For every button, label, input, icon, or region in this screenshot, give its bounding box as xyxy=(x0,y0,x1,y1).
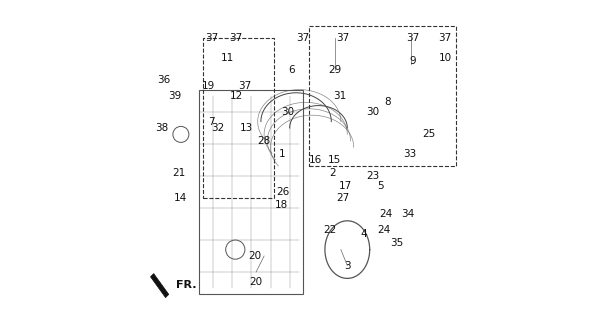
Bar xyxy=(309,26,456,166)
Text: 6: 6 xyxy=(288,65,295,76)
Text: 24: 24 xyxy=(379,209,392,220)
Text: 22: 22 xyxy=(323,225,336,236)
Text: 15: 15 xyxy=(328,155,341,165)
Text: 39: 39 xyxy=(168,91,181,101)
Text: 23: 23 xyxy=(366,171,379,181)
Text: 28: 28 xyxy=(258,136,270,146)
Text: 11: 11 xyxy=(221,52,234,63)
Text: 14: 14 xyxy=(174,193,188,204)
Text: 4: 4 xyxy=(360,228,367,239)
Text: 12: 12 xyxy=(231,91,244,101)
Text: 38: 38 xyxy=(155,123,168,133)
Text: 37: 37 xyxy=(238,81,252,92)
Text: 1: 1 xyxy=(278,148,285,159)
Text: 9: 9 xyxy=(410,56,416,66)
Text: 29: 29 xyxy=(328,65,341,76)
Text: 30: 30 xyxy=(281,107,295,117)
Polygon shape xyxy=(151,274,169,298)
Text: 31: 31 xyxy=(333,91,346,101)
Text: 37: 37 xyxy=(407,33,419,44)
Text: 36: 36 xyxy=(157,75,170,85)
Text: 27: 27 xyxy=(336,193,349,204)
Bar xyxy=(203,38,273,198)
Text: 37: 37 xyxy=(296,33,309,44)
Text: 34: 34 xyxy=(402,209,414,220)
Text: 37: 37 xyxy=(229,33,242,44)
Text: 20: 20 xyxy=(249,276,263,287)
Text: 32: 32 xyxy=(211,123,224,133)
Text: 24: 24 xyxy=(378,225,391,236)
Text: 10: 10 xyxy=(439,52,451,63)
Text: 37: 37 xyxy=(438,33,451,44)
Text: 26: 26 xyxy=(276,187,290,197)
Text: 19: 19 xyxy=(201,81,215,92)
Text: 20: 20 xyxy=(248,251,261,261)
Text: 18: 18 xyxy=(275,200,289,210)
Text: FR.: FR. xyxy=(176,280,197,290)
Text: 37: 37 xyxy=(336,33,349,44)
Text: 17: 17 xyxy=(339,180,352,191)
Text: 7: 7 xyxy=(208,116,215,127)
Text: 30: 30 xyxy=(367,107,379,117)
Text: 3: 3 xyxy=(344,260,351,271)
Text: 35: 35 xyxy=(390,238,404,248)
Text: 2: 2 xyxy=(330,168,336,178)
Text: 21: 21 xyxy=(172,168,186,178)
Text: 33: 33 xyxy=(403,148,416,159)
Text: 37: 37 xyxy=(204,33,218,44)
Text: 5: 5 xyxy=(378,180,384,191)
Text: 8: 8 xyxy=(384,97,391,108)
Text: 25: 25 xyxy=(422,129,436,140)
Text: 16: 16 xyxy=(309,155,322,165)
Text: 13: 13 xyxy=(240,123,253,133)
